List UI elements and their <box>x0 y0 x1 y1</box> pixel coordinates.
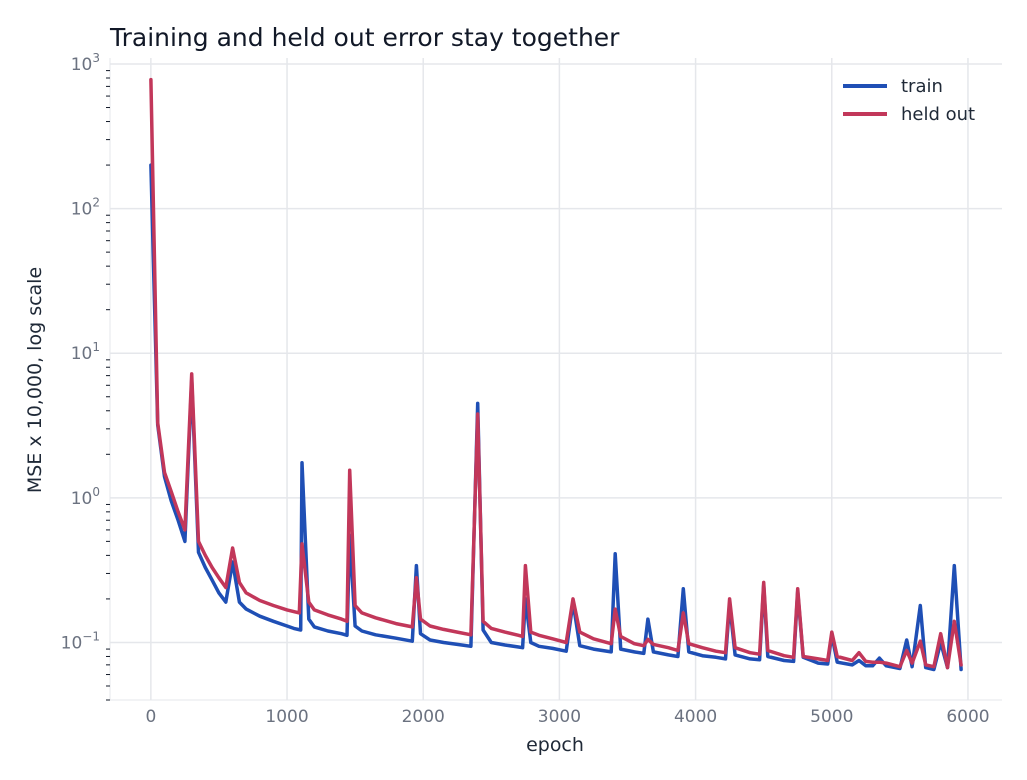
legend-label-held-out: held out <box>901 104 975 125</box>
x-tick-label: 6000 <box>946 707 989 727</box>
legend-label-train: train <box>901 76 943 97</box>
grid <box>109 58 1002 701</box>
x-tick-label: 5000 <box>810 707 853 727</box>
legend: train held out <box>843 76 975 125</box>
series-lines <box>149 77 963 672</box>
y-tick-labels: 10−1 100 101 102 103 <box>61 51 100 653</box>
series-line-held-out <box>149 77 963 670</box>
y-tick-label: 103 <box>71 51 100 75</box>
x-tick-label: 4000 <box>674 707 717 727</box>
x-axis-title: epoch <box>526 734 584 756</box>
chart-title: Training and held out error stay togethe… <box>109 23 620 52</box>
x-tick-labels: 0 1000 2000 3000 4000 5000 6000 <box>145 707 989 727</box>
x-tick-label: 0 <box>145 707 156 727</box>
x-tick-label: 2000 <box>402 707 445 727</box>
y-tick-label: 102 <box>71 196 100 220</box>
y-tick-label: 101 <box>71 340 100 364</box>
x-tick-label: 3000 <box>538 707 581 727</box>
y-tick-label: 100 <box>71 485 100 509</box>
y-axis-title: MSE x 10,000, log scale <box>24 267 46 493</box>
x-tick-label: 1000 <box>265 707 308 727</box>
y-minor-ticks <box>106 70 110 701</box>
y-tick-label: 10−1 <box>61 629 100 653</box>
series-line-train <box>149 163 963 672</box>
